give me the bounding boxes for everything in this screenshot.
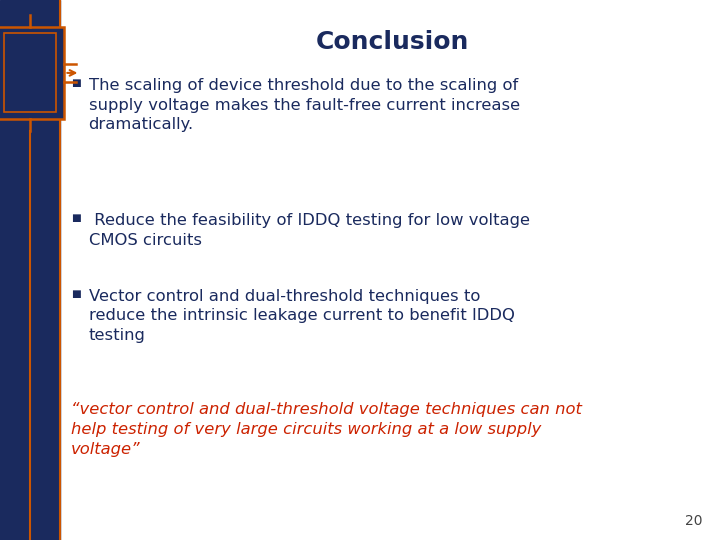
Text: ■: ■ [71,289,81,299]
Text: 20: 20 [685,514,702,528]
Text: The scaling of device threshold due to the scaling of
supply voltage makes the f: The scaling of device threshold due to t… [89,78,520,132]
Text: ■: ■ [71,78,81,89]
Bar [0,0,60,540]
Text: Conclusion: Conclusion [315,30,469,53]
Text: Vector control and dual-threshold techniques to
reduce the intrinsic leakage cur: Vector control and dual-threshold techni… [89,289,514,343]
Text: ■: ■ [71,213,81,224]
Text: “vector control and dual-threshold voltage techniques can not
help testing of ve: “vector control and dual-threshold volta… [71,402,582,457]
Bar [0,27,65,119]
Bar [4,33,56,112]
Text: Reduce the feasibility of IDDQ testing for low voltage
CMOS circuits: Reduce the feasibility of IDDQ testing f… [89,213,529,248]
